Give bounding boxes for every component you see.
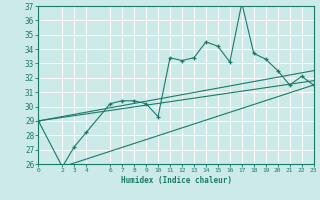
X-axis label: Humidex (Indice chaleur): Humidex (Indice chaleur): [121, 176, 231, 185]
